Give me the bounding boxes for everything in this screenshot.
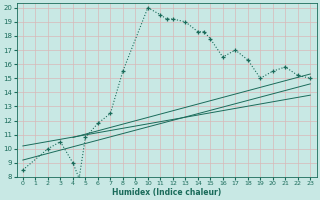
X-axis label: Humidex (Indice chaleur): Humidex (Indice chaleur) xyxy=(112,188,221,197)
